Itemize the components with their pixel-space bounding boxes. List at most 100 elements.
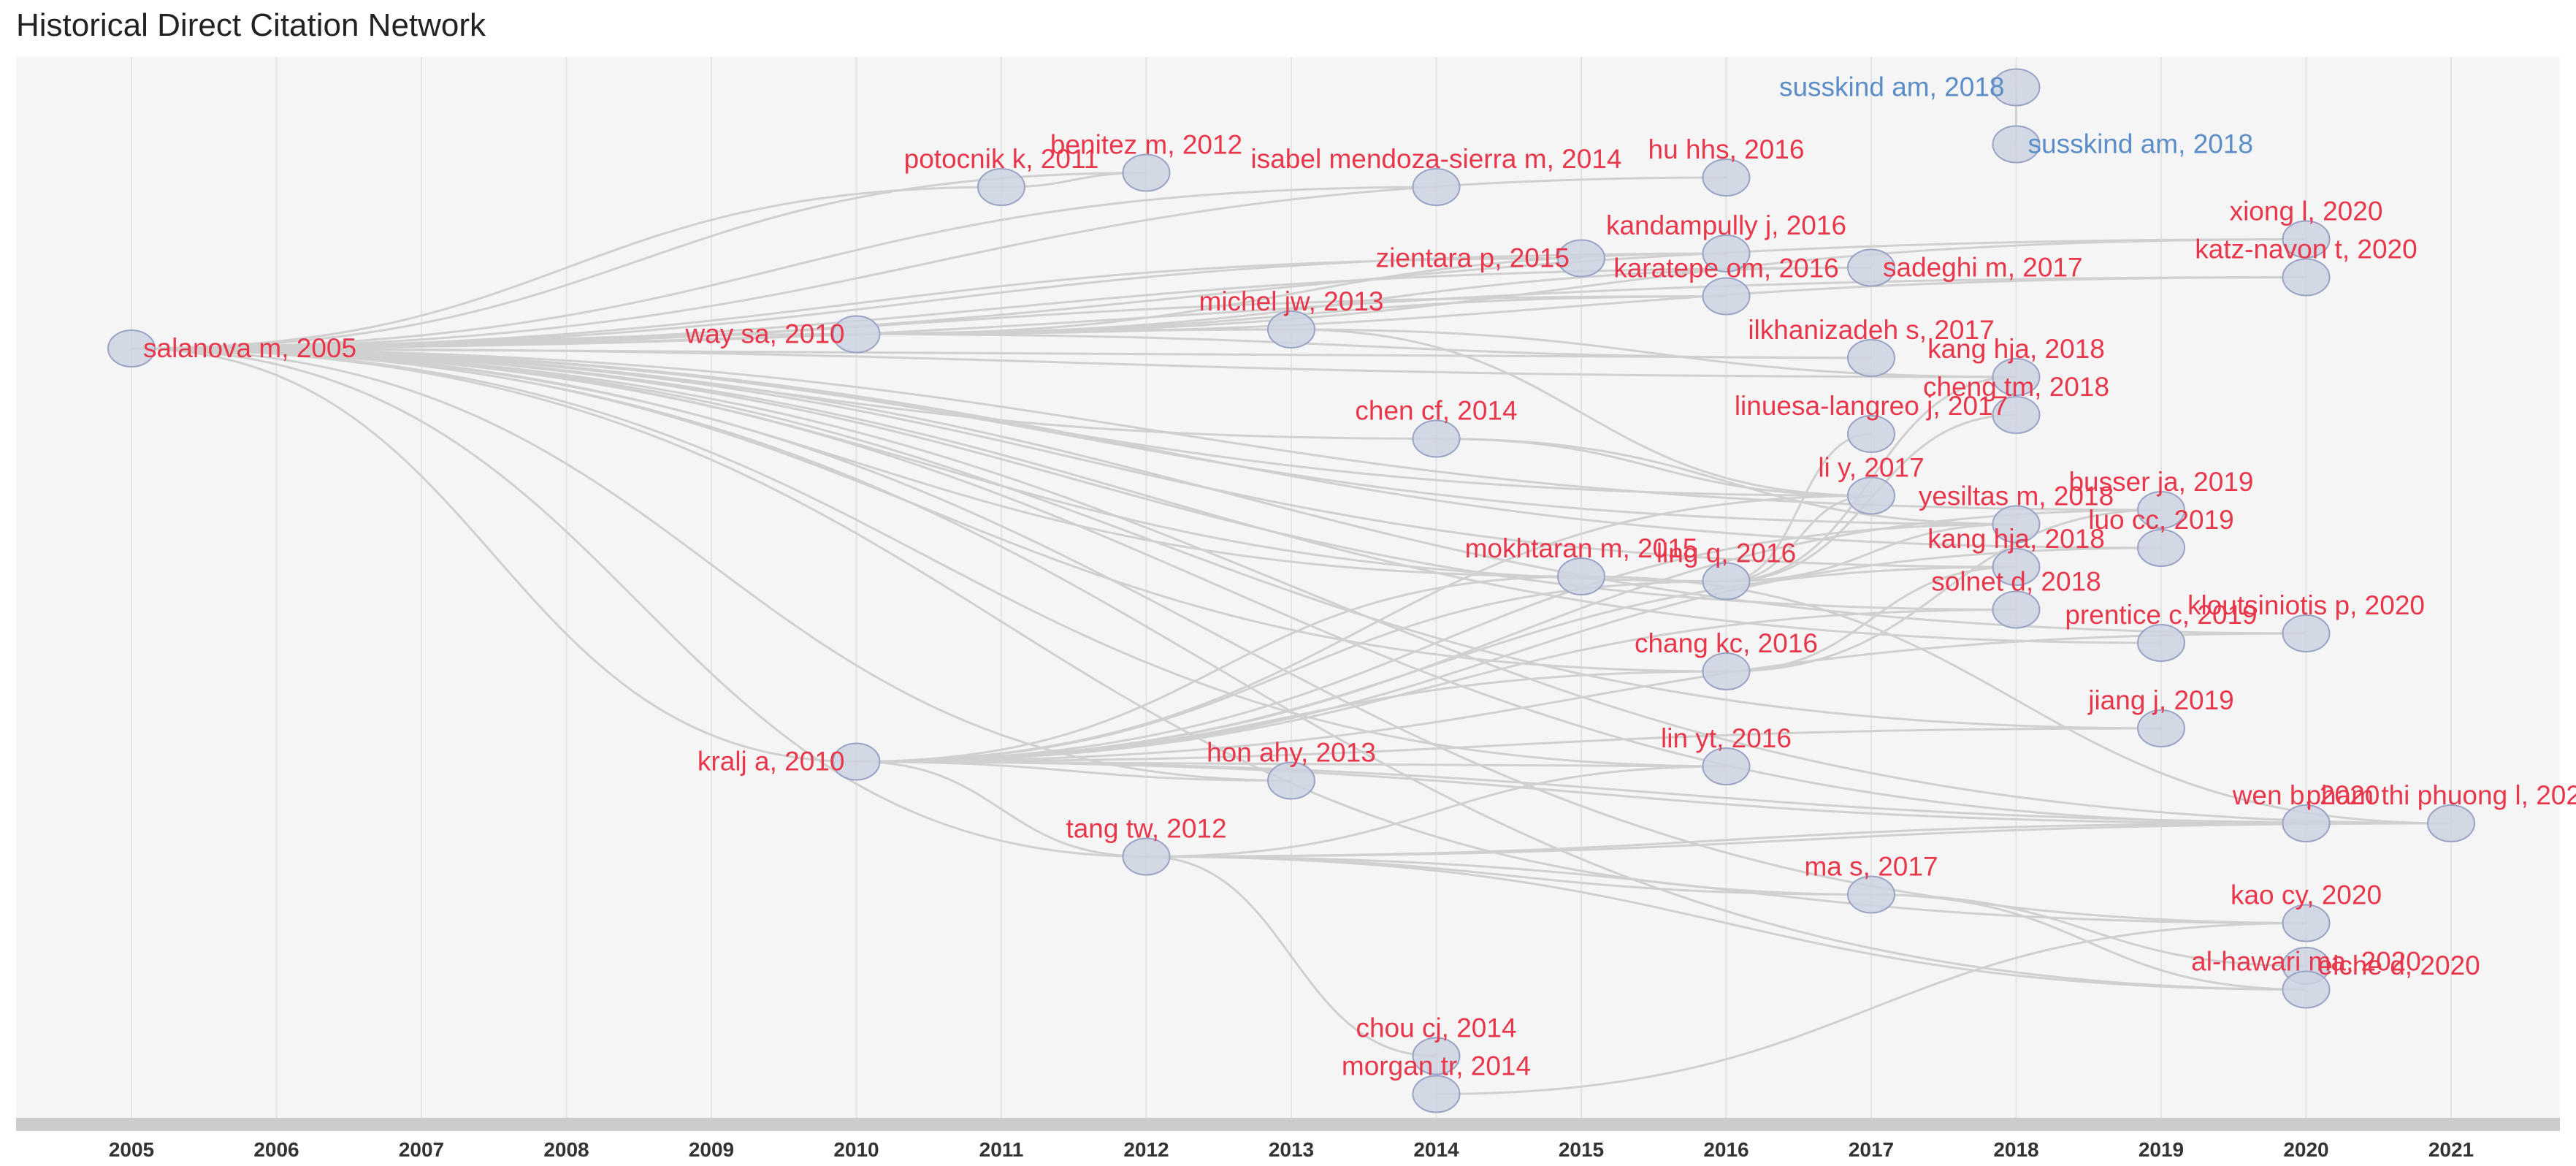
edge-changkc2016-busser2019 xyxy=(1726,508,2162,673)
edge-salanova2005-luocc2019 xyxy=(131,347,2162,549)
year-label-2007: 2007 xyxy=(399,1138,444,1161)
node-zientara2015[interactable] xyxy=(1557,239,1605,278)
edge-tang2012-alhawari2020 xyxy=(1146,856,2306,991)
label-isabel2014: isabel mendoza-sierra m, 2014 xyxy=(1251,144,1622,174)
label-choucj2014: chou cj, 2014 xyxy=(1356,1013,1516,1043)
node-sadeghi2017[interactable] xyxy=(1847,248,1895,287)
label-busser2019: busser ja, 2019 xyxy=(2068,467,2253,497)
node-michel2013[interactable] xyxy=(1267,310,1315,348)
node-chencf2014[interactable] xyxy=(1412,419,1461,458)
label-kaocy2020: kao cy, 2020 xyxy=(2231,880,2382,910)
node-kloutsiniotis2020[interactable] xyxy=(2282,614,2331,652)
node-honahy2013[interactable] xyxy=(1267,761,1315,800)
edge-salanova2005-isabel2014 xyxy=(131,186,1437,350)
label-chengtm2018: cheng tm, 2018 xyxy=(1923,372,2109,402)
node-karatepe2016[interactable] xyxy=(1702,277,1751,316)
label-michel2013: michel jw, 2013 xyxy=(1199,286,1384,316)
node-kaocy2020[interactable] xyxy=(2282,904,2331,942)
label-prentice2019: prentice c, 2019 xyxy=(2065,600,2257,630)
node-huhhs2016[interactable] xyxy=(1702,159,1751,197)
node-kanghja2018a[interactable] xyxy=(1992,358,2041,396)
edge-way2010-sadeghi2017 xyxy=(856,267,1872,335)
label-tang2012: tang tw, 2012 xyxy=(1066,814,1226,844)
edge-kralj2010-busser2019 xyxy=(856,508,2162,763)
edge-way2010-xiongl2020 xyxy=(856,238,2306,335)
node-mas2017[interactable] xyxy=(1847,875,1895,914)
node-chengtm2018[interactable] xyxy=(1992,396,2041,434)
node-liy2017[interactable] xyxy=(1847,476,1895,515)
edge-salanova2005-xiongl2020 xyxy=(131,238,2306,350)
label-potocnik2011: potocnik k, 2011 xyxy=(904,144,1099,174)
node-prentice2019[interactable] xyxy=(2137,624,2185,662)
label-liy2017: li y, 2017 xyxy=(1818,453,1924,483)
label-xiongl2020: xiong l, 2020 xyxy=(2230,197,2383,226)
label-salanova2005: salanova m, 2005 xyxy=(143,333,356,363)
node-susskind2018b[interactable] xyxy=(1992,125,2041,164)
edge-morgan2014-kaocy2020 xyxy=(1436,922,2306,1095)
edge-michel2013-liy2017 xyxy=(1291,328,1872,497)
edge-chencf2014-yesiltas2018 xyxy=(1436,438,2017,525)
node-kandampully2016[interactable] xyxy=(1702,235,1751,273)
edge-salanova2005-mas2017 xyxy=(131,347,1872,896)
label-yesiltas2018: yesiltas m, 2018 xyxy=(1919,481,2114,511)
edge-kralj2010-phamthi2021 xyxy=(856,761,2452,825)
year-label-2008: 2008 xyxy=(543,1138,589,1161)
edge-salanova2005-potocnik2011 xyxy=(131,186,1002,350)
edge-salanova2005-kloutsiniotis2020 xyxy=(131,347,2306,635)
edge-kralj2010-mokhtaran2015 xyxy=(856,575,1582,763)
edge-way2010-katznavon2020 xyxy=(856,276,2306,335)
label-phamthi2021: pham thi phuong l, 2021 xyxy=(2306,780,2576,810)
node-choucj2014[interactable] xyxy=(1412,1037,1461,1075)
label-mokhtaran2015: mokhtaran m, 2015 xyxy=(1465,533,1698,563)
node-linuesa2017[interactable] xyxy=(1847,415,1895,453)
label-jiangj2019: jiang j, 2019 xyxy=(2087,685,2234,715)
node-wenb2020[interactable] xyxy=(2282,804,2331,842)
label-luocc2019: luo cc, 2019 xyxy=(2088,505,2234,535)
node-luocc2019[interactable] xyxy=(2137,529,2185,567)
node-jiangj2019[interactable] xyxy=(2137,709,2185,747)
label-way2010: way sa, 2010 xyxy=(684,319,844,349)
node-isabel2014[interactable] xyxy=(1412,168,1461,206)
node-way2010[interactable] xyxy=(832,315,881,354)
node-phamthi2021[interactable] xyxy=(2427,804,2475,842)
node-kanghja2018b[interactable] xyxy=(1992,548,2041,586)
node-susskind2018a[interactable] xyxy=(1992,68,2041,107)
node-solnet2018[interactable] xyxy=(1992,590,2041,629)
node-benitez2012[interactable] xyxy=(1122,153,1171,192)
label-susskind2018a: susskind am, 2018 xyxy=(1779,72,2005,102)
node-potocnik2011[interactable] xyxy=(977,168,1025,206)
node-mokhtaran2015[interactable] xyxy=(1557,557,1605,595)
edge-tang2012-phamthi2021 xyxy=(1146,822,2452,858)
year-label-2021: 2021 xyxy=(2428,1138,2474,1161)
edge-salanova2005-tang2012 xyxy=(131,347,1147,858)
node-busser2019[interactable] xyxy=(2137,491,2185,529)
chart-title: Historical Direct Citation Network xyxy=(16,7,486,43)
edge-tang2012-linyt2016 xyxy=(1146,765,1727,858)
label-kanghja2018b: kang hja, 2018 xyxy=(1927,524,2105,554)
edge-kralj2010-tang2012 xyxy=(856,761,1147,858)
year-label-2012: 2012 xyxy=(1123,1138,1169,1161)
label-elched2020: elche d, 2020 xyxy=(2318,950,2480,980)
node-lingq2016[interactable] xyxy=(1702,562,1751,601)
node-xiongl2020[interactable] xyxy=(2282,220,2331,259)
node-salanova2005[interactable] xyxy=(107,329,156,367)
node-tang2012[interactable] xyxy=(1122,837,1171,876)
label-morgan2014: morgan tr, 2014 xyxy=(1342,1051,1531,1081)
node-ilkhanizadeh2017[interactable] xyxy=(1847,339,1895,377)
node-kralj2010[interactable] xyxy=(832,742,881,781)
label-honahy2013: hon ahy, 2013 xyxy=(1207,738,1376,768)
timeline-axis-bar xyxy=(16,1118,2560,1131)
node-linyt2016[interactable] xyxy=(1702,747,1751,785)
paper-nodes xyxy=(107,68,2475,1113)
node-changkc2016[interactable] xyxy=(1702,652,1751,690)
edge-salanova2005-kanghja2018a xyxy=(131,347,2017,378)
node-morgan2014[interactable] xyxy=(1412,1075,1461,1113)
edge-kralj2010-kloutsiniotis2020 xyxy=(856,632,2306,763)
node-yesiltas2018[interactable] xyxy=(1992,505,2041,544)
edge-salanova2005-benitez2012 xyxy=(131,172,1147,350)
node-alhawari2020[interactable] xyxy=(2282,970,2331,1009)
label-chencf2014: chen cf, 2014 xyxy=(1355,396,1517,426)
edge-mokhtaran2015-phamthi2021 xyxy=(1581,575,2452,825)
node-katznavon2020[interactable] xyxy=(2282,258,2331,297)
